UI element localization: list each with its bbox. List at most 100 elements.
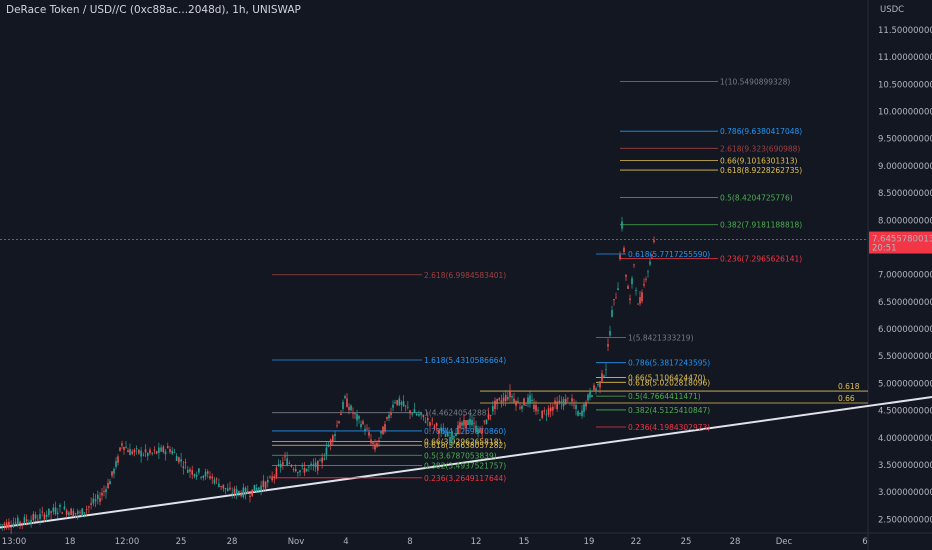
candle-body: [597, 384, 599, 385]
candle-body: [28, 522, 30, 524]
candle-body: [206, 471, 209, 474]
candle-body: [175, 456, 178, 461]
candle-body: [370, 439, 372, 444]
y-tick-label: 10.5000000000: [878, 80, 932, 90]
candle-body: [350, 405, 352, 411]
candle-body: [459, 422, 461, 429]
candle-body: [585, 402, 587, 407]
y-tick-label: 3.5000000000: [878, 461, 932, 471]
candle-body: [169, 449, 171, 453]
candle-body: [125, 446, 127, 448]
candle-body: [1, 524, 4, 526]
candle-body: [235, 489, 238, 496]
candle-body: [595, 388, 597, 391]
candle-body: [340, 413, 342, 416]
candle-body: [504, 395, 507, 402]
candle-body: [554, 400, 556, 405]
candle-body: [198, 468, 200, 473]
candle-body: [127, 450, 129, 453]
candle-body: [356, 414, 358, 421]
candle-body: [117, 456, 119, 463]
candle-body: [374, 444, 376, 450]
x-tick-label: 15: [519, 537, 530, 547]
candle-body: [485, 419, 488, 425]
candle-body: [113, 468, 115, 474]
candle-body: [539, 419, 541, 421]
candle-body: [471, 419, 473, 426]
candle-body: [220, 485, 222, 488]
candle-body: [332, 435, 334, 442]
x-tick-label: 18: [65, 537, 76, 547]
candle-body: [569, 402, 571, 404]
candle-body: [583, 404, 585, 413]
candle-body: [358, 416, 360, 419]
candle-body: [160, 447, 162, 452]
candle-body: [273, 476, 276, 478]
candle-body: [99, 498, 101, 502]
candle-body: [286, 458, 288, 466]
candle-body: [637, 303, 639, 305]
candle-body: [215, 478, 218, 480]
candle-body: [529, 395, 531, 403]
candle-body: [543, 410, 546, 412]
candle-body: [149, 449, 151, 454]
candle-body: [607, 344, 609, 347]
candle-body: [56, 512, 59, 515]
candle-body: [603, 375, 605, 377]
fib-level-label: 0.618(3.8638057282): [424, 441, 506, 450]
candle-body: [325, 447, 328, 455]
fib-level-label: 1(10.5490899328): [720, 78, 790, 87]
fib-level-label: 0.5(3.6787053839): [424, 451, 497, 460]
candle-body: [547, 408, 550, 415]
fib-level-label: 0.786(4.1269870860): [424, 427, 506, 436]
candle-body: [473, 422, 475, 424]
y-tick-label: 3.0000000000: [878, 488, 932, 498]
chart-title: DeRace Token / USD//C (0xc88ac...2048d),…: [6, 4, 301, 16]
candle-body: [545, 414, 548, 416]
candle-body: [184, 462, 187, 464]
candle-body: [535, 405, 537, 412]
candle-body: [591, 395, 593, 397]
candle-body: [266, 480, 269, 483]
fib-level-label: 0.66(9.1016301313): [720, 156, 797, 165]
candle-body: [90, 503, 92, 505]
trendline: [0, 396, 932, 529]
candle-body: [629, 298, 631, 301]
candle-body: [30, 519, 32, 524]
y-tick-label: 9.5000000000: [878, 135, 932, 145]
x-tick-label: 13:00: [2, 537, 27, 547]
candle-body: [68, 512, 70, 516]
candle-body: [404, 405, 407, 407]
candle-body: [420, 412, 422, 416]
candle-body: [39, 514, 41, 519]
x-tick-label: Nov: [288, 537, 305, 547]
candle-body: [314, 462, 317, 468]
candle-body: [123, 446, 125, 450]
candle-body: [533, 404, 535, 409]
candle-body: [444, 434, 447, 437]
candle-body: [525, 404, 527, 406]
candle-body: [449, 437, 451, 443]
candle-body: [63, 506, 66, 510]
fib-level-label: 0.236(3.2649117644): [424, 474, 506, 483]
candle-body: [34, 514, 37, 519]
candle-body: [70, 508, 72, 516]
candle-body: [336, 425, 338, 427]
candle-body: [264, 481, 267, 489]
candle-body: [204, 471, 207, 477]
candle-body: [229, 487, 231, 490]
y-tick-label: 5.0000000000: [878, 379, 932, 389]
candle-body: [109, 481, 111, 485]
candle-body: [455, 432, 457, 437]
candle-body: [500, 400, 503, 403]
x-tick-label: 12:00: [115, 537, 140, 547]
candle-body: [435, 423, 438, 426]
y-tick-label: 8.0000000000: [878, 216, 932, 226]
candle-body: [407, 406, 409, 408]
candle-body: [519, 407, 521, 409]
candle-body: [511, 396, 513, 398]
candle-body: [438, 430, 440, 434]
candle-body: [411, 413, 414, 415]
fib-extension-label: 0.618: [838, 382, 860, 391]
